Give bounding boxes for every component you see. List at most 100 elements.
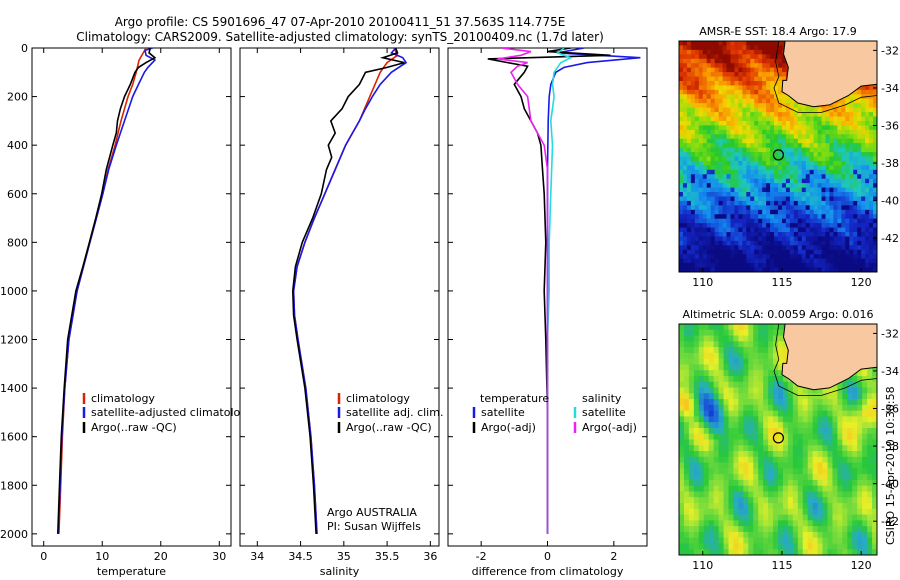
g-sst-cell <box>698 160 704 166</box>
g-sst-cell <box>821 192 827 198</box>
g-sst-cell <box>710 187 716 193</box>
g-sla-cell <box>817 410 824 418</box>
g-sla-cell <box>807 462 814 469</box>
g-sst-cell <box>865 89 870 95</box>
g-sst-cell <box>682 138 688 144</box>
g-sst-cell <box>718 160 724 166</box>
g-sst-cell <box>746 200 751 206</box>
g-sla-cell <box>787 445 794 452</box>
g-sst-cell <box>857 134 862 140</box>
g-sla-cell <box>679 479 685 487</box>
g-sla-cell <box>842 381 848 389</box>
g-sst-cell <box>766 98 771 104</box>
g-sst-cell <box>766 41 771 47</box>
g-sla-cell <box>679 491 685 498</box>
g-sst-cell <box>710 129 716 135</box>
g-sst-cell <box>694 240 700 246</box>
g-sla-cell <box>822 462 829 469</box>
g-sst-cell <box>873 112 877 118</box>
g-sst-cell <box>718 196 724 202</box>
g-sst-cell <box>742 120 747 126</box>
g-sst-cell <box>865 209 870 215</box>
g-sla-cell <box>728 526 735 533</box>
g-sst-cell <box>865 160 870 166</box>
g-sla-cell <box>792 526 799 533</box>
g-sst-cell <box>742 254 747 260</box>
g-sla-cell <box>698 456 705 464</box>
g-sla-cell <box>733 508 739 516</box>
g-sst-cell <box>821 232 827 238</box>
g-sla-cell <box>698 347 705 354</box>
g-sst-cell <box>857 192 862 198</box>
temp-legend-argo-label: Argo(..raw -QC) <box>91 421 177 434</box>
g-sst-cell <box>762 263 767 269</box>
g-sst-cell <box>766 169 771 175</box>
g-sla-cell <box>857 543 863 550</box>
salinity-note-1: Argo AUSTRALIA <box>327 506 417 519</box>
g-sst-cell <box>679 129 684 135</box>
g-sla-cell <box>787 549 794 555</box>
g-sst-cell <box>829 152 835 158</box>
g-sst-cell <box>865 227 870 233</box>
g-sst-cell <box>754 218 759 224</box>
g-sla-cell <box>822 526 829 533</box>
g-sla-cell <box>817 531 824 539</box>
g-sla-cell <box>867 479 873 487</box>
g-sst-cell <box>817 205 823 211</box>
g-sla-cell <box>792 422 799 429</box>
g-sla-cell <box>792 381 799 389</box>
g-sst-cell <box>813 143 819 149</box>
g-sst-cell <box>682 236 688 242</box>
g-sst-cell <box>702 72 708 78</box>
g-sst-cell <box>805 209 811 215</box>
g-sst-cell <box>734 196 739 202</box>
g-sst-cell <box>861 116 866 122</box>
g-sst-cell <box>690 85 696 91</box>
g-sst-cell <box>785 152 791 158</box>
g-sst-cell <box>857 227 862 233</box>
g-sla-cell <box>763 364 769 371</box>
g-sst-cell <box>849 129 854 135</box>
g-sst-cell <box>758 165 763 171</box>
g-sla-cell <box>817 427 824 435</box>
g-sla-cell <box>698 364 705 371</box>
g-sst-cell <box>742 187 747 193</box>
g-sla-cell <box>812 393 819 400</box>
g-sst-cell <box>849 156 854 162</box>
g-sla-cell <box>733 439 739 446</box>
g-sla-cell <box>688 427 695 435</box>
g-sst-cell <box>785 254 791 260</box>
g-sst-cell <box>734 120 739 126</box>
g-sla-cell <box>758 491 764 498</box>
g-sla-cell <box>679 543 685 550</box>
g-sla-cell <box>723 387 730 394</box>
g-sst-cell <box>774 169 779 175</box>
g-sst-cell <box>758 192 763 198</box>
g-sst-cell <box>805 223 811 229</box>
g-sla-cell <box>718 370 725 377</box>
g-sla-cell <box>778 410 784 418</box>
g-sst-cell <box>706 41 712 47</box>
g-sst-cell <box>706 196 712 202</box>
g-sst-cell <box>702 205 708 211</box>
g-sst-cell <box>857 178 862 184</box>
g-sla-cell <box>812 549 819 555</box>
g-sst-cell <box>809 245 815 251</box>
g-sst-cell <box>746 249 751 255</box>
g-sst-cell <box>789 267 795 272</box>
g-sst-cell <box>738 107 743 113</box>
g-sst-cell <box>750 200 755 206</box>
salinity-xtick-label: 36 <box>423 550 437 563</box>
g-sst-cell <box>785 232 791 238</box>
g-sst-cell <box>762 236 767 242</box>
g-sst-cell <box>845 232 850 238</box>
g-sla-cell <box>763 324 769 331</box>
g-sst-cell <box>829 240 835 246</box>
g-sst-cell <box>869 138 874 144</box>
g-sst-cell <box>682 54 688 60</box>
g-sla-cell <box>733 468 739 475</box>
g-sst-cell <box>857 129 862 135</box>
g-sla-cell <box>693 479 700 487</box>
g-sst-cell <box>702 103 708 109</box>
g-sst-cell <box>766 245 771 251</box>
